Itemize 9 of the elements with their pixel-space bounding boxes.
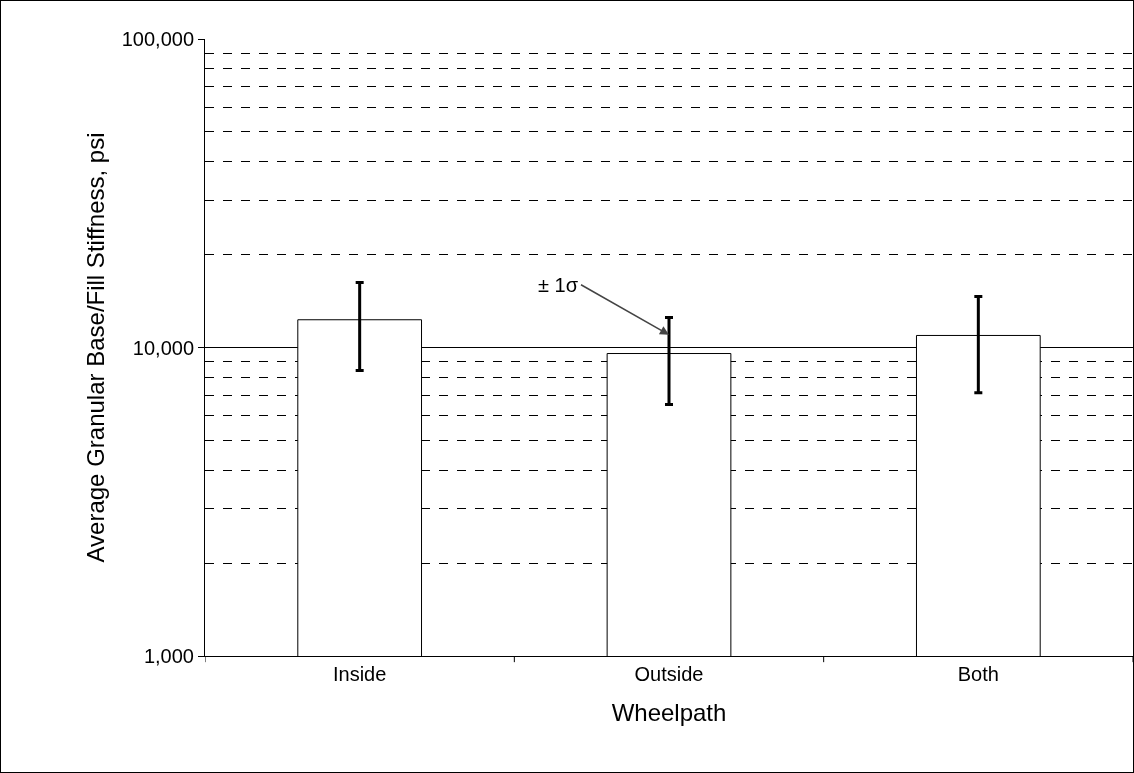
y-tick-label: 10,000 (132, 336, 194, 359)
y-tick-label: 100,000 (121, 28, 194, 50)
x-tick-label: Both (957, 663, 999, 685)
y-axis-title: Average Granular Base/Fill Stiffness, psi (81, 132, 109, 563)
x-axis-title: Wheelpath (611, 699, 727, 727)
x-tick-label: Outside (634, 663, 704, 685)
y-tick-label: 1,000 (143, 645, 194, 667)
x-tick-label: Inside (332, 663, 387, 685)
annotation: ± 1σ (538, 274, 579, 296)
